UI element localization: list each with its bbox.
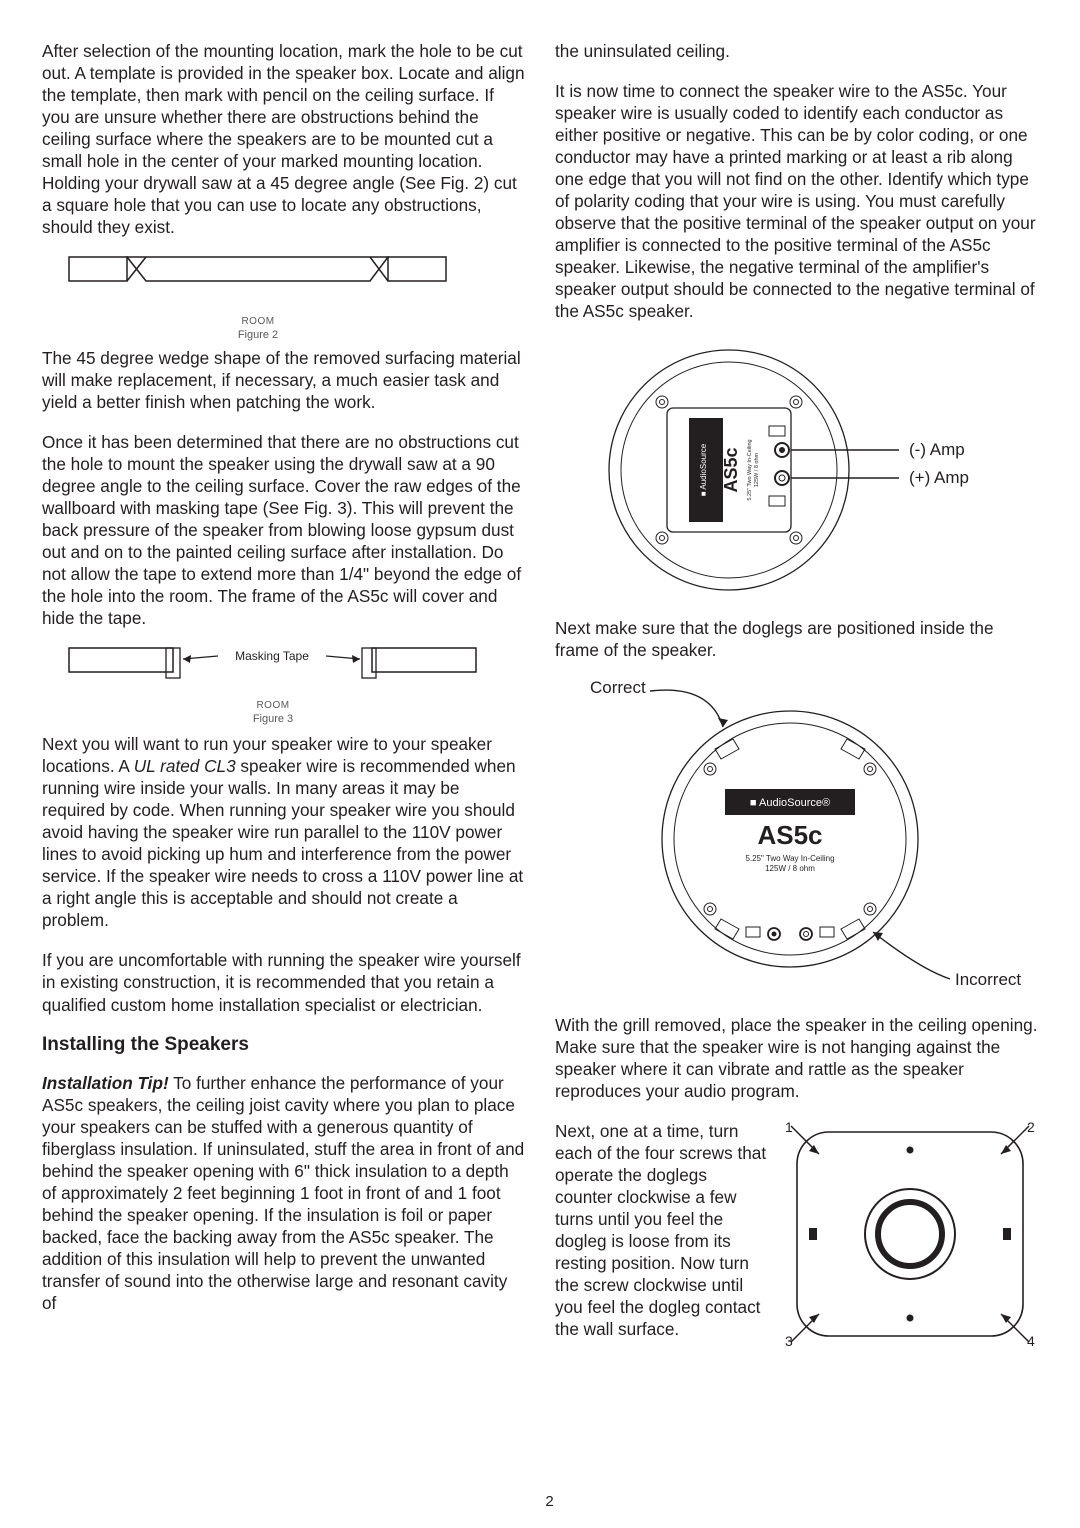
speaker-wiring-diagram: ■ AudioSource AS5c 5.25" Two Way In-Ceil… [559, 340, 1038, 605]
svg-text:5.25" Two Way In-Ceiling: 5.25" Two Way In-Ceiling [745, 854, 834, 863]
page-number: 2 [545, 1493, 553, 1510]
corner-2: 2 [1027, 1120, 1035, 1135]
text: speaker wire is recommended when running… [42, 756, 523, 930]
figure-3: Masking Tape ROOM Figure 3 [68, 647, 525, 725]
svg-text:AS5c: AS5c [757, 820, 822, 850]
corner-1: 1 [785, 1120, 793, 1135]
screws-block: Next, one at a time, turn each of the fo… [555, 1120, 1038, 1358]
figure-3-caption: Figure 3 [68, 713, 478, 725]
paragraph: Once it has been determined that there a… [42, 431, 525, 629]
screws-svg: 1 2 3 4 [783, 1120, 1038, 1348]
paragraph: Next you will want to run your speaker w… [42, 733, 525, 931]
svg-text:■ AudioSource: ■ AudioSource [699, 443, 708, 496]
correct-label: Correct [590, 679, 646, 697]
paragraph: Next make sure that the doglegs are posi… [555, 617, 1038, 661]
figure-2-room-label: ROOM [68, 316, 448, 327]
right-column: the uninsulated ceiling. It is now time … [555, 40, 1038, 1358]
installing-speakers-heading: Installing the Speakers [42, 1034, 525, 1056]
figure-2-caption: Figure 2 [68, 329, 448, 341]
speaker-wiring-svg: ■ AudioSource AS5c 5.25" Two Way In-Ceil… [559, 340, 1039, 600]
two-column-layout: After selection of the mounting location… [42, 40, 1038, 1358]
incorrect-label: Incorrect [955, 970, 1021, 989]
italic-text: UL rated CL3 [134, 756, 236, 776]
amp-negative-label: (-) Amp [909, 440, 965, 459]
corner-3: 3 [785, 1333, 793, 1348]
svg-text:AS5c: AS5c [721, 448, 741, 493]
svg-text:5.25" Two Way In-Ceiling: 5.25" Two Way In-Ceiling [747, 440, 753, 501]
svg-text:125W / 8 ohm: 125W / 8 ohm [765, 864, 815, 873]
paragraph: Installation Tip! To further enhance the… [42, 1072, 525, 1314]
left-column: After selection of the mounting location… [42, 40, 525, 1358]
dogleg-position-diagram: Correct ■ AudioSource® [580, 679, 1038, 1004]
paragraph: Next, one at a time, turn each of the fo… [555, 1120, 769, 1340]
masking-tape-label: Masking Tape [235, 649, 309, 663]
paragraph: After selection of the mounting location… [42, 40, 525, 238]
svg-text:■ AudioSource®: ■ AudioSource® [750, 797, 830, 809]
paragraph: It is now time to connect the speaker wi… [555, 80, 1038, 322]
installation-tip-label: Installation Tip! [42, 1073, 169, 1093]
paragraph: If you are uncomfortable with running th… [42, 949, 525, 1015]
corner-4: 4 [1027, 1333, 1035, 1348]
dogleg-svg: Correct ■ AudioSource® [580, 679, 1030, 999]
text: To further enhance the performance of yo… [42, 1073, 524, 1313]
figure-2: ROOM Figure 2 [68, 256, 525, 341]
figure-3-svg: Masking Tape [68, 647, 478, 695]
figure-2-svg [68, 256, 448, 316]
figure-3-room-label: ROOM [68, 700, 478, 711]
svg-text:125W / 8 ohm: 125W / 8 ohm [754, 453, 760, 488]
screws-diagram: 1 2 3 4 [783, 1120, 1038, 1353]
amp-positive-label: (+) Amp [909, 468, 969, 487]
paragraph: the uninsulated ceiling. [555, 40, 1038, 62]
paragraph: The 45 degree wedge shape of the removed… [42, 347, 525, 413]
paragraph: With the grill removed, place the speake… [555, 1014, 1038, 1102]
